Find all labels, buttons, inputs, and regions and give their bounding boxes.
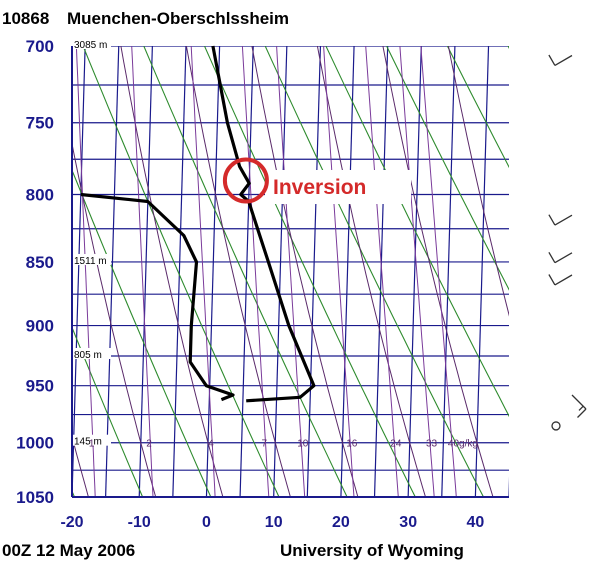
inversion-annotation: Inversion (222, 157, 411, 204)
wind-barb (548, 274, 573, 286)
pressure-tick-label: 750 (26, 114, 54, 133)
datetime-label: 00Z 12 May 2006 (2, 541, 135, 560)
plot-area (72, 46, 509, 497)
mixing-ratio-line (323, 46, 355, 497)
temperature-tick-label: 10 (265, 514, 283, 531)
isotherm-line (138, 46, 153, 497)
mixing-ratio-labels: 1 2 4 7 10 16 24 33 40g/kg (89, 439, 478, 450)
temperature-tick-label: 0 (202, 514, 211, 531)
height-label-background (73, 434, 111, 446)
isotherm-line (306, 46, 322, 497)
mixing-ratio-label: 1 (89, 439, 95, 450)
height-label-background (73, 38, 111, 49)
dry-adiabat-line (143, 46, 348, 497)
pressure-axis: 700 750 800 850 900 950 1000 1050 (16, 37, 54, 507)
wind-barb (548, 214, 573, 226)
mixing-ratio-label: 4 (208, 439, 214, 450)
dewpoint-profile-line (80, 192, 235, 402)
isotherm-line (340, 46, 355, 497)
isotherm-line (474, 46, 490, 497)
station-id: 10868 (2, 9, 49, 28)
dry-adiabat-line (82, 46, 280, 497)
temperature-tick-label: 20 (332, 514, 350, 531)
moist-adiabat-line (382, 46, 494, 497)
mixing-ratio-label: 40g/kg (448, 439, 478, 450)
moist-adiabat-line (120, 46, 224, 497)
mixing-ratio-label: 10 (297, 439, 309, 450)
height-label: 3085 m (74, 40, 107, 51)
dry-adiabat-line (72, 168, 212, 497)
station-name: Muenchen-Oberschlssheim (67, 9, 289, 28)
pressure-tick-label: 800 (26, 186, 54, 205)
pressure-tick-label: 700 (26, 37, 54, 56)
mixing-ratio-line (399, 46, 435, 497)
isotherm-line (441, 46, 456, 497)
isotherm-line (72, 46, 86, 497)
dry-adiabat-line (72, 326, 144, 497)
isotherm-line (239, 46, 254, 497)
pressure-tick-label: 900 (26, 317, 54, 336)
calm-wind-circle (551, 421, 561, 431)
moist-adiabat-line (185, 46, 291, 497)
height-label: 805 m (74, 350, 102, 361)
temperature-tick-label: -20 (60, 514, 83, 531)
mixing-ratio-line (365, 46, 399, 497)
mixing-ratio-line (420, 46, 457, 497)
inversion-circle (222, 157, 269, 204)
mixing-ratio-line (75, 46, 96, 497)
plot-frame (71, 46, 509, 498)
height-label-background (73, 254, 111, 265)
height-labels: 3085 m 1511 m 805 m 145 m (73, 38, 111, 448)
pressure-tick-label: 850 (26, 253, 54, 272)
temperature-axis: -20 -10 0 10 20 30 40 (60, 514, 484, 531)
isotherm-line (172, 46, 187, 497)
wind-barbs (548, 54, 587, 431)
mixing-ratio-line (131, 46, 154, 497)
moist-adiabat-line (447, 46, 509, 317)
moist-adiabat-line (72, 141, 157, 497)
temperature-tick-label: 30 (399, 514, 417, 531)
isotherm-line (105, 46, 120, 497)
height-label-background (73, 348, 111, 359)
pressure-tick-label: 1000 (16, 434, 54, 453)
wind-barb (548, 251, 573, 264)
temperature-tick-label: -10 (128, 514, 151, 531)
mixing-ratio-line (241, 46, 270, 497)
isotherm-line (373, 46, 389, 497)
mixing-ratio-line (276, 46, 306, 497)
source-label: University of Wyoming (280, 541, 464, 560)
isotherm-line (273, 46, 288, 497)
mixing-ratio-label: 24 (390, 439, 402, 450)
mixing-ratio-label: 7 (262, 439, 268, 450)
temperature-tick-label: 40 (467, 514, 485, 531)
isotherm-line (407, 46, 422, 497)
mixing-ratio-label: 16 (346, 439, 358, 450)
dry-adiabat-line (325, 46, 509, 418)
wind-barb (571, 394, 587, 418)
wind-barb (548, 54, 573, 66)
dry-adiabat-line (386, 46, 509, 291)
pressure-tick-label: 1050 (16, 488, 54, 507)
mixing-ratio-line (190, 46, 216, 497)
mixing-ratio-label: 33 (426, 439, 438, 450)
isotherm-line (205, 46, 221, 497)
mixing-ratio-label: 2 (146, 439, 152, 450)
dry-adiabat-line (203, 46, 416, 497)
height-label: 145 m (74, 437, 102, 448)
inversion-label: Inversion (273, 176, 366, 199)
moist-adiabat-line (316, 46, 426, 497)
height-label: 1511 m (74, 256, 107, 267)
dry-adiabat-line (446, 46, 509, 169)
pressure-tick-label: 950 (26, 377, 54, 396)
moist-adiabat-line (251, 46, 359, 497)
inversion-label-background (265, 170, 411, 204)
